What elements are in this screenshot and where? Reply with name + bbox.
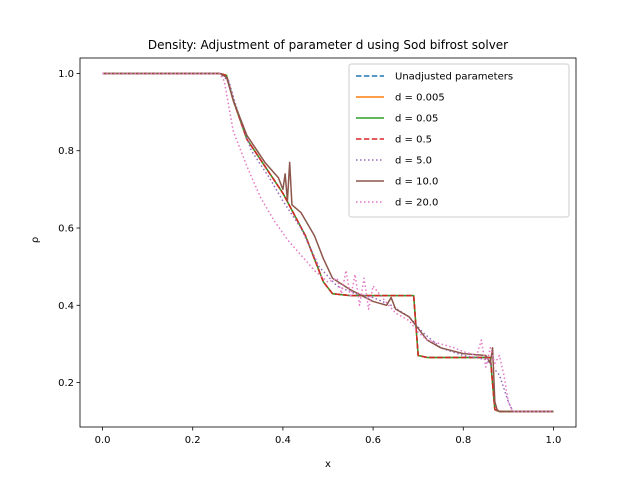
x-tick-label: 1.0: [546, 435, 562, 446]
x-axis: 0.0 0.2 0.4 0.6 0.8 1.0: [95, 427, 562, 446]
y-tick-label: 1.0: [58, 69, 74, 80]
legend-label-0: Unadjusted parameters: [395, 72, 513, 83]
x-tick-label: 0.6: [365, 435, 381, 446]
y-tick-label: 0.6: [58, 224, 74, 235]
legend-box: [348, 63, 570, 218]
y-tick-label: 0.4: [58, 301, 74, 312]
x-axis-label: x: [325, 459, 331, 470]
y-axis: 0.2 0.4 0.6 0.8 1.0: [58, 69, 80, 389]
y-tick-label: 0.8: [58, 146, 74, 157]
series-line-5: [102, 72, 554, 413]
x-tick-label: 0.2: [185, 435, 201, 446]
series-line-6: [102, 72, 554, 413]
x-tick-label: 0.8: [455, 435, 471, 446]
legend-label-4: d = 5.0: [395, 156, 432, 167]
series-line-4: [102, 72, 554, 413]
y-axis-label: ρ: [30, 237, 41, 243]
legend-label-3: d = 0.5: [395, 135, 432, 146]
legend-label-1: d = 0.005: [395, 93, 445, 104]
legend-label-6: d = 20.0: [395, 198, 438, 209]
plot-frame: [79, 57, 577, 428]
legend-label-2: d = 0.05: [395, 114, 438, 125]
legend: Unadjusted parameters d = 0.005 d = 0.05 d …: [348, 63, 570, 218]
legend-label-5: d = 10.0: [395, 177, 438, 188]
y-tick-label: 0.2: [58, 378, 74, 389]
chart-title: Density: Adjustment of parameter d using…: [148, 38, 508, 52]
x-tick-label: 0.0: [95, 435, 111, 446]
x-tick-label: 0.4: [275, 435, 291, 446]
